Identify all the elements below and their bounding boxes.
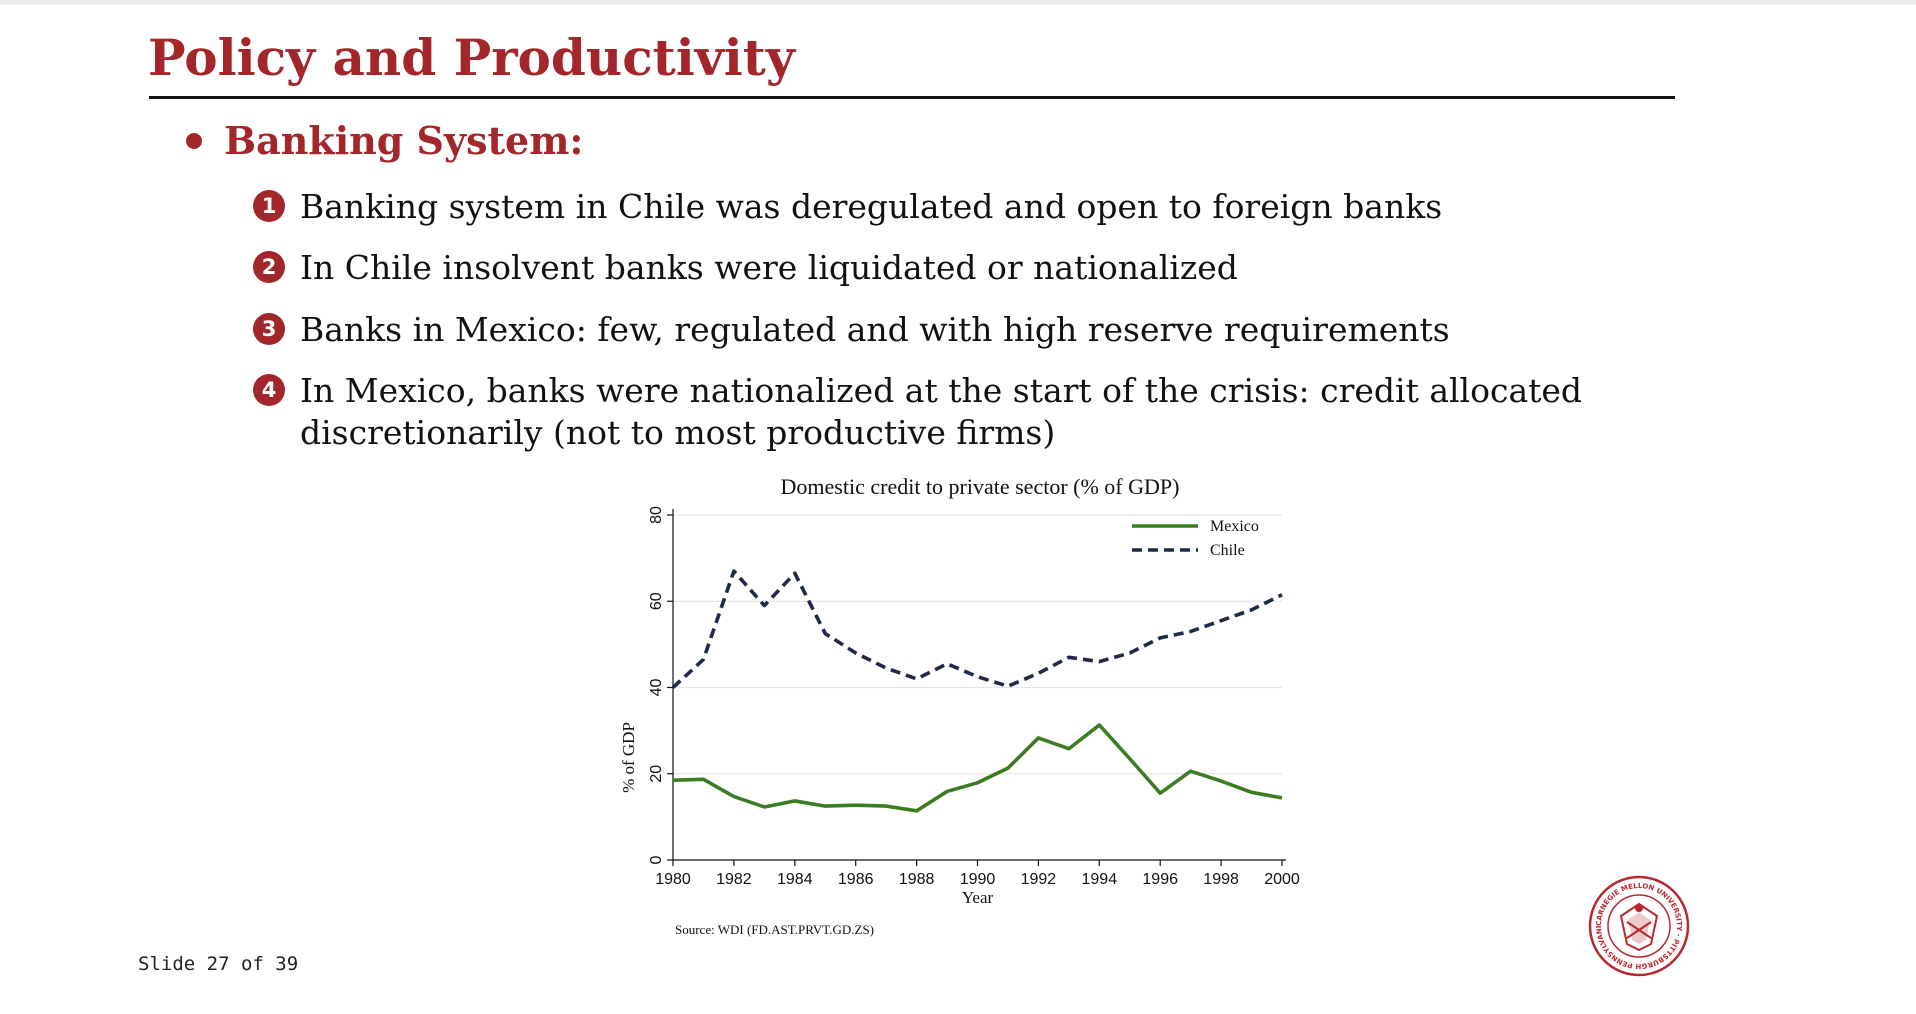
chart-title: Domestic credit to private sector (% of … <box>780 474 1180 499</box>
list-item-text: In Chile insolvent banks were liquidated… <box>300 248 1238 287</box>
x-tick-label: 1998 <box>1203 871 1239 888</box>
number-2-icon: 2 <box>253 251 285 283</box>
number-3-icon: 3 <box>253 313 285 345</box>
y-axis-label: % of GDP <box>619 722 638 793</box>
y-tick-label: 80 <box>648 506 665 524</box>
legend-label: Chile <box>1210 542 1245 559</box>
x-tick-label: 2000 <box>1264 871 1300 888</box>
series-line-mexico <box>672 723 1283 813</box>
x-axis-label: Year <box>962 888 994 907</box>
list-item-text: In Mexico, banks were nationalized at th… <box>300 371 1583 452</box>
x-tick-label: 1982 <box>716 871 752 888</box>
x-tick-label: 1996 <box>1142 871 1178 888</box>
y-tick-label: 60 <box>648 592 665 610</box>
top-border <box>0 0 1916 5</box>
title-underline <box>149 96 1675 99</box>
university-seal-icon: CARNEGIE MELLON UNIVERSITY · PITTSBURGH … <box>1587 874 1690 977</box>
credit-line-chart: 0 20 40 60 80 1980 1982 1984 1986 1988 1990 1992 199… <box>619 506 1300 907</box>
number-1-icon: 1 <box>253 190 285 222</box>
x-tick-label: 1988 <box>899 871 935 888</box>
bullet-heading: Banking System: <box>224 118 584 163</box>
slide-number: Slide 27 of 39 <box>138 953 299 975</box>
x-tick-label: 1990 <box>960 871 996 888</box>
slide-title: Policy and Productivity <box>148 28 795 87</box>
bullet-dot-icon <box>186 133 202 149</box>
y-tick-label: 0 <box>648 855 665 864</box>
list-item-text: Banking system in Chile was deregulated … <box>300 187 1443 226</box>
y-tick-label: 20 <box>648 765 665 783</box>
x-tick-label: 1980 <box>655 871 691 888</box>
list-item-text: Banks in Mexico: few, regulated and with… <box>300 310 1450 349</box>
number-4-icon: 4 <box>253 374 285 406</box>
x-tick-label: 1984 <box>777 871 813 888</box>
y-tick-label: 40 <box>648 679 665 697</box>
legend-label: Mexico <box>1210 518 1259 535</box>
x-tick-label: 1986 <box>838 871 874 888</box>
x-tick-label: 1992 <box>1021 871 1057 888</box>
x-tick-label: 1994 <box>1082 871 1118 888</box>
series-line-chile <box>671 569 1283 689</box>
chart-source: Source: WDI (FD.AST.PRVT.GD.ZS) <box>675 922 875 937</box>
